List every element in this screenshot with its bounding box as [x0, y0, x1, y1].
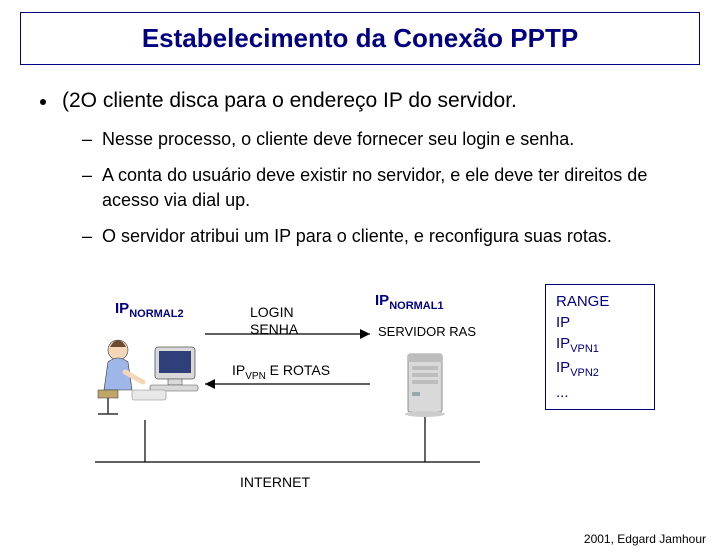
range-line2: IP	[556, 312, 644, 333]
login-senha-label: LOGIN SENHA	[250, 304, 298, 338]
sub-bullet: – Nesse processo, o cliente deve fornece…	[82, 127, 680, 151]
ip-normal2-sub: NORMAL2	[129, 308, 183, 320]
ip-normal1-label: IPNORMAL1	[375, 292, 444, 312]
bullet-dot	[40, 99, 46, 105]
ip-normal2-label: IPNORMAL2	[115, 300, 184, 320]
diagram-area: IPNORMAL2 LOGIN SENHA IPNORMAL1 SERVIDOR…	[0, 292, 720, 512]
dash-icon: –	[82, 163, 92, 187]
login-line1: LOGIN	[250, 304, 294, 320]
sub-bullet: – O servidor atribui um IP para o client…	[82, 224, 680, 248]
content-area: (2O cliente disca para o endereço IP do …	[0, 65, 720, 248]
dash-icon: –	[82, 224, 92, 248]
internet-label: INTERNET	[240, 474, 310, 490]
ip-normal2-prefix: IP	[115, 300, 129, 317]
ip-normal1-sub: NORMAL1	[389, 300, 443, 312]
main-bullet-text: (2O cliente disca para o endereço IP do …	[62, 89, 517, 113]
main-bullet: (2O cliente disca para o endereço IP do …	[40, 89, 680, 113]
client-icon	[98, 340, 198, 414]
sub-bullet-list: – Nesse processo, o cliente deve fornece…	[82, 127, 680, 248]
ipvpn-rotas-sub: VPN	[245, 371, 266, 382]
sub-bullet-text: A conta do usuário deve existir no servi…	[102, 163, 680, 212]
sub-bullet-text: Nesse processo, o cliente deve fornecer …	[102, 127, 574, 151]
ipvpn-rotas-suffix: E ROTAS	[266, 362, 330, 378]
range-line4: IPVPN2	[556, 357, 644, 381]
ipvpn-rotas-prefix: IP	[232, 362, 245, 378]
sub-bullet: – A conta do usuário deve existir no ser…	[82, 163, 680, 212]
range-line1: RANGE	[556, 291, 644, 312]
page-title: Estabelecimento da Conexão PPTP	[29, 23, 691, 54]
ipvpn-rotas-label: IPVPN E ROTAS	[232, 362, 330, 383]
footer-credit: 2001, Edgard Jamhour	[584, 532, 706, 546]
ip-normal1-prefix: IP	[375, 292, 389, 309]
sub-bullet-text: O servidor atribui um IP para o cliente,…	[102, 224, 612, 248]
range-line3: IPVPN1	[556, 333, 644, 357]
range-line5: ...	[556, 382, 644, 403]
title-box: Estabelecimento da Conexão PPTP	[20, 12, 700, 65]
dash-icon: –	[82, 127, 92, 151]
range-ip-box: RANGE IP IPVPN1 IPVPN2 ...	[545, 284, 655, 410]
server-icon	[405, 354, 445, 417]
login-line2: SENHA	[250, 321, 298, 337]
server-ras-label: SERVIDOR RAS	[378, 324, 476, 339]
